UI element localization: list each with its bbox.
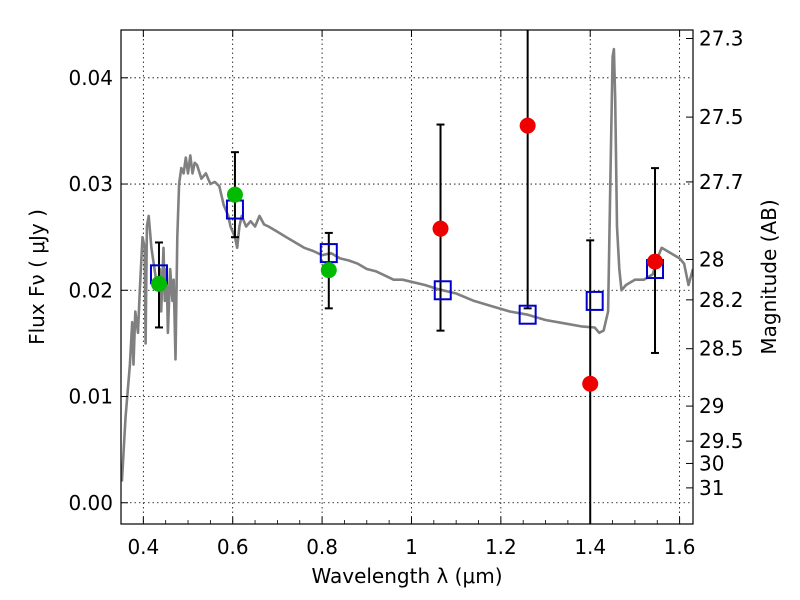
y-tick-label: 0.04 (68, 66, 113, 90)
x-tick-label: 0.4 (127, 535, 159, 559)
model-spectrum (121, 47, 693, 482)
y-axis-label: Flux Fν ( μJy ) (25, 209, 49, 345)
flux-point (582, 375, 599, 392)
flux-point (150, 275, 167, 292)
right-tick-label: 27.7 (699, 170, 744, 194)
plot-frame (120, 29, 694, 525)
model-box-marker (433, 280, 452, 301)
x-tick-label: 0.8 (306, 535, 338, 559)
right-tick-label: 31 (699, 476, 724, 500)
grid (121, 30, 693, 524)
model-photometry (149, 199, 665, 325)
flux-point (320, 262, 337, 279)
flux-point (647, 253, 664, 270)
flux-point (519, 117, 536, 134)
flux-point (432, 220, 449, 237)
right-tick-label: 29 (699, 394, 724, 418)
right-tick-label: 29.5 (699, 429, 744, 453)
x-axis-label: Wavelength λ (μm) (311, 564, 502, 588)
x-tick-label: 1.2 (485, 535, 517, 559)
x-tick-label: 1.4 (574, 535, 606, 559)
model-box-marker (585, 290, 604, 311)
right-axis-label: Magnitude (AB) (757, 199, 781, 354)
error-bars (154, 30, 660, 524)
right-tick-label: 28.2 (699, 288, 744, 312)
y-tick-label: 0.02 (68, 278, 113, 302)
axis-ticks: 0.4 0.6 0.8 1 1.2 1.4 1.6 0.00 0.01 0.02 0.03 0.04 2… (68, 26, 743, 559)
right-tick-label: 27.5 (699, 105, 744, 129)
right-tick-label: 27.3 (699, 26, 744, 50)
x-tick-label: 1.6 (664, 535, 696, 559)
spectrum-line (121, 47, 693, 482)
x-tick-label: 0.6 (217, 535, 249, 559)
right-tick-label: 28.5 (699, 337, 744, 361)
y-tick-label: 0.03 (68, 172, 113, 196)
flux-point (226, 186, 243, 203)
right-tick-label: 30 (699, 451, 724, 475)
y-tick-label: 0.00 (68, 491, 113, 515)
model-box-marker (518, 304, 537, 325)
observed-photometry (150, 117, 664, 392)
right-tick-label: 28 (699, 247, 724, 271)
y-tick-label: 0.01 (68, 385, 113, 409)
x-tick-label: 1 (405, 535, 418, 559)
